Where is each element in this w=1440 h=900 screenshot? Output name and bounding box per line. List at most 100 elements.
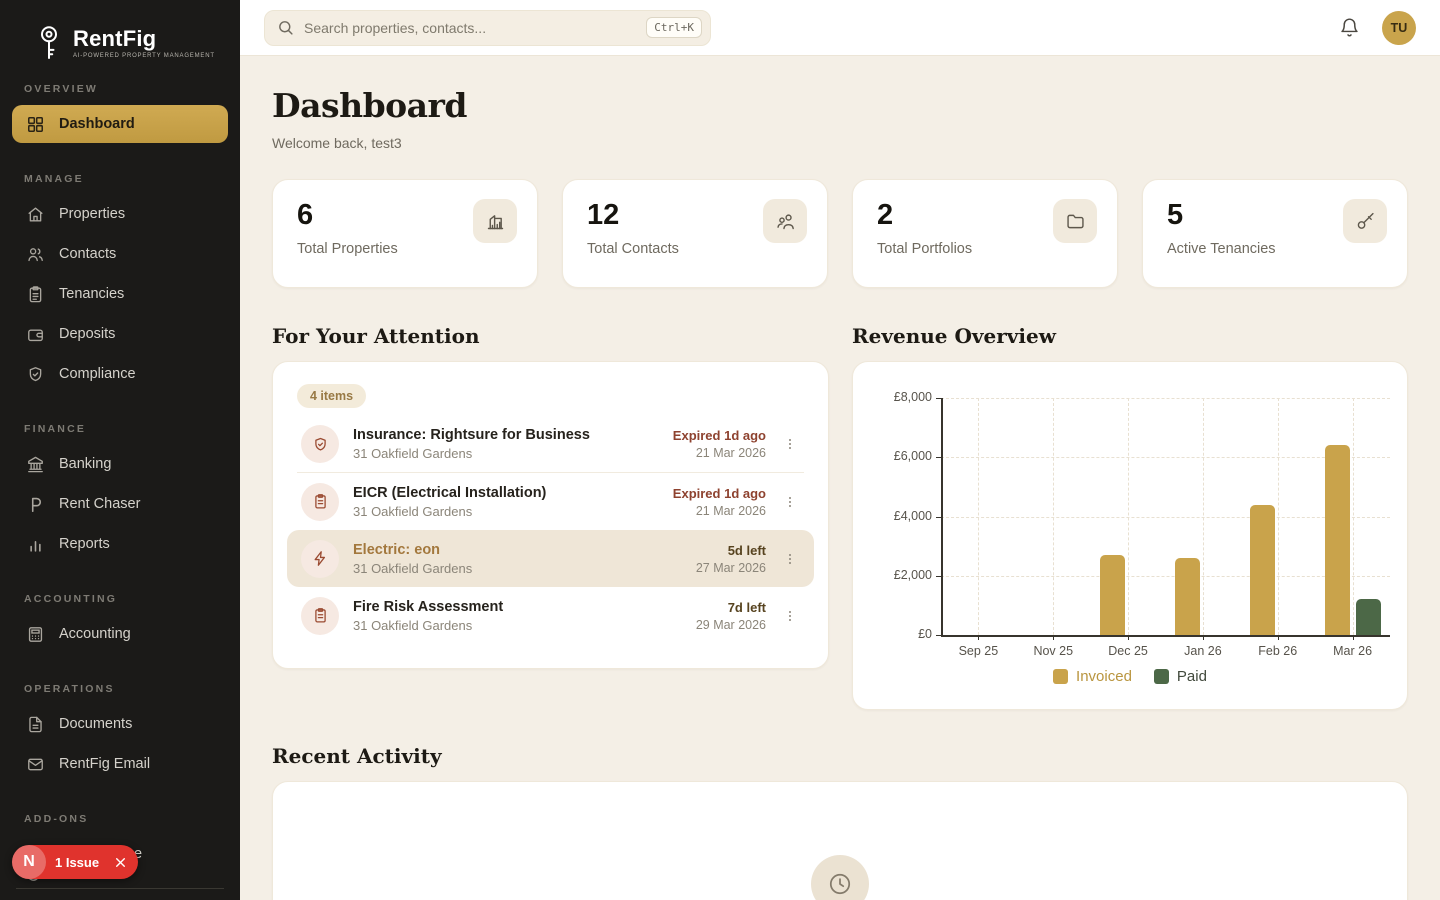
search-icon xyxy=(279,21,293,35)
nav-label: Compliance xyxy=(59,366,136,382)
sidebar-item-rentfig-email[interactable]: RentFig Email xyxy=(12,745,228,783)
shield-check-icon xyxy=(301,425,339,463)
item-status: 5d left xyxy=(727,542,766,558)
revenue-section: Revenue Overview £0 £2,000 £4,000 £6,000 £8,… xyxy=(852,324,1408,710)
stat-card-total-contacts[interactable]: 12 Total Contacts xyxy=(562,179,828,288)
sidebar-item-deposits[interactable]: Deposits xyxy=(12,315,228,353)
item-date: 21 Mar 2026 xyxy=(695,503,766,518)
h-gridline xyxy=(941,457,1390,459)
sidebar-item-accounting[interactable]: Accounting xyxy=(12,615,228,653)
x-axis-line xyxy=(941,635,1390,637)
recent-activity-title: Recent Activity xyxy=(272,744,442,768)
bar-invoiced-Jan-26 xyxy=(1174,557,1200,635)
nav-section-overview: OVERVIEW xyxy=(24,83,99,95)
v-gridline xyxy=(1053,398,1055,635)
item-subtitle: 31 Oakfield Gardens xyxy=(353,560,473,576)
v-gridline xyxy=(1202,398,1204,635)
mail-icon xyxy=(28,758,43,770)
chart-legend: Invoiced Paid xyxy=(853,668,1407,685)
pound-p-icon xyxy=(31,497,42,512)
key-logo-icon xyxy=(41,26,57,59)
stat-card-total-portfolios[interactable]: 2 Total Portfolios xyxy=(852,179,1118,288)
legend-swatch xyxy=(1153,669,1169,684)
clipboard-icon xyxy=(29,285,42,302)
attention-item[interactable]: EICR (Electrical Installation) 31 Oakfie… xyxy=(297,473,804,530)
y-axis-line xyxy=(941,398,943,635)
clipboard-icon xyxy=(301,596,339,635)
global-search[interactable]: Ctrl+K xyxy=(264,9,711,46)
shortcut-badge: Ctrl+K xyxy=(646,17,702,38)
v-gridline xyxy=(1352,398,1354,635)
x-tick-label: Jan 26 xyxy=(1184,644,1222,658)
stat-card-total-properties[interactable]: 6 Total Properties xyxy=(272,179,538,288)
attention-title: For Your Attention xyxy=(272,324,480,348)
item-subtitle: 31 Oakfield Gardens xyxy=(353,503,473,519)
recent-activity-section: Recent Activity xyxy=(272,744,1408,900)
bar-invoiced-Mar-26 xyxy=(1324,445,1350,635)
x-tick-mark xyxy=(978,635,980,640)
sidebar-item-rent-chaser[interactable]: Rent Chaser xyxy=(12,485,228,523)
nav-section-manage: MANAGE xyxy=(24,173,84,185)
sidebar-item-properties[interactable]: Properties xyxy=(12,195,228,233)
y-tick-mark xyxy=(936,516,941,518)
kebab-menu-icon[interactable] xyxy=(780,434,800,454)
stat-cards: 6 Total Properties 12 Total Contacts 2 T… xyxy=(272,179,1408,288)
kebab-menu-icon[interactable] xyxy=(780,492,800,512)
folder-icon xyxy=(1053,199,1097,243)
page-title: Dashboard xyxy=(272,86,468,125)
attention-item[interactable]: Insurance: Rightsure for Business 31 Oak… xyxy=(297,416,804,473)
wallet-icon xyxy=(28,328,43,341)
x-tick-mark xyxy=(1277,635,1279,640)
shield-check-icon xyxy=(29,366,42,381)
search-input[interactable] xyxy=(304,19,637,36)
kebab-menu-icon[interactable] xyxy=(780,606,800,626)
notifications-button[interactable] xyxy=(1339,17,1360,38)
nav-section-finance: FINANCE xyxy=(24,423,87,435)
item-subtitle: 31 Oakfield Gardens xyxy=(353,446,473,461)
stat-label: Total Properties xyxy=(297,240,398,257)
sidebar-item-reports[interactable]: Reports xyxy=(12,525,228,563)
attention-item-highlighted[interactable]: Electric: eon 31 Oakfield Gardens 5d lef… xyxy=(287,530,814,587)
item-title: EICR (Electrical Installation) xyxy=(353,484,547,501)
users-icon xyxy=(28,247,43,261)
sidebar-item-dashboard[interactable]: Dashboard xyxy=(12,105,228,143)
nav-label: Accounting xyxy=(59,626,131,642)
item-title: Electric: eon xyxy=(353,541,441,558)
nav-label: Properties xyxy=(59,206,126,222)
items-count-badge: 4 items xyxy=(297,384,367,408)
calculator-icon xyxy=(28,626,43,642)
item-title: Fire Risk Assessment xyxy=(353,598,504,615)
item-date: 29 Mar 2026 xyxy=(695,617,766,632)
x-tick-label: Dec 25 xyxy=(1108,644,1148,658)
nav-label: Documents xyxy=(59,716,133,732)
bolt-icon xyxy=(301,539,339,578)
kebab-menu-icon[interactable] xyxy=(780,549,800,569)
n-logo-icon: N xyxy=(12,845,46,879)
app-tagline: AI-POWERED PROPERTY MANAGEMENT xyxy=(73,52,215,59)
sidebar-item-documents[interactable]: Documents xyxy=(12,705,228,743)
y-tick-label: £8,000 xyxy=(893,390,932,404)
sidebar-item-banking[interactable]: Banking xyxy=(12,445,228,483)
app-logo[interactable]: RentFig AI-POWERED PROPERTY MANAGEMENT xyxy=(0,0,240,68)
nav-section-accounting: ACCOUNTING xyxy=(24,593,118,605)
sidebar-item-tenancies[interactable]: Tenancies xyxy=(12,275,228,313)
legend-item-invoiced: Invoiced xyxy=(1053,668,1132,685)
attention-item[interactable]: Fire Risk Assessment 31 Oakfield Gardens… xyxy=(297,587,804,644)
nav-label: Dashboard xyxy=(59,116,135,132)
main-area: Ctrl+K TU Dashboard Welcome back, test3 … xyxy=(240,0,1440,900)
dev-issue-badge[interactable]: N 1 Issue xyxy=(12,845,139,879)
sidebar-item-contacts[interactable]: Contacts xyxy=(12,235,228,273)
y-tick-mark xyxy=(936,457,941,459)
topbar-actions: TU xyxy=(1339,10,1416,45)
y-tick-mark xyxy=(936,398,941,399)
nav-label: Contacts xyxy=(59,246,117,262)
close-icon[interactable] xyxy=(108,850,132,874)
stat-card-active-tenancies[interactable]: 5 Active Tenancies xyxy=(1142,179,1408,288)
revenue-title: Revenue Overview xyxy=(852,324,1056,348)
app-name: RentFig xyxy=(73,25,157,51)
user-avatar[interactable]: TU xyxy=(1382,10,1416,45)
sidebar-item-compliance[interactable]: Compliance xyxy=(12,355,228,393)
topbar: Ctrl+K TU xyxy=(240,0,1440,56)
nav-section-add-ons: ADD-ONS xyxy=(24,813,89,825)
home-icon xyxy=(28,206,43,222)
